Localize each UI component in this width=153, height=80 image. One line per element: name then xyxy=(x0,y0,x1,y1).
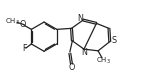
Text: S: S xyxy=(112,36,117,45)
Text: O: O xyxy=(20,20,26,29)
Text: CH$_3$: CH$_3$ xyxy=(5,17,20,27)
Text: N: N xyxy=(81,48,87,57)
Text: O: O xyxy=(68,63,75,72)
Text: F: F xyxy=(22,44,27,54)
Text: N: N xyxy=(77,14,83,23)
Text: CH$_3$: CH$_3$ xyxy=(97,56,111,66)
